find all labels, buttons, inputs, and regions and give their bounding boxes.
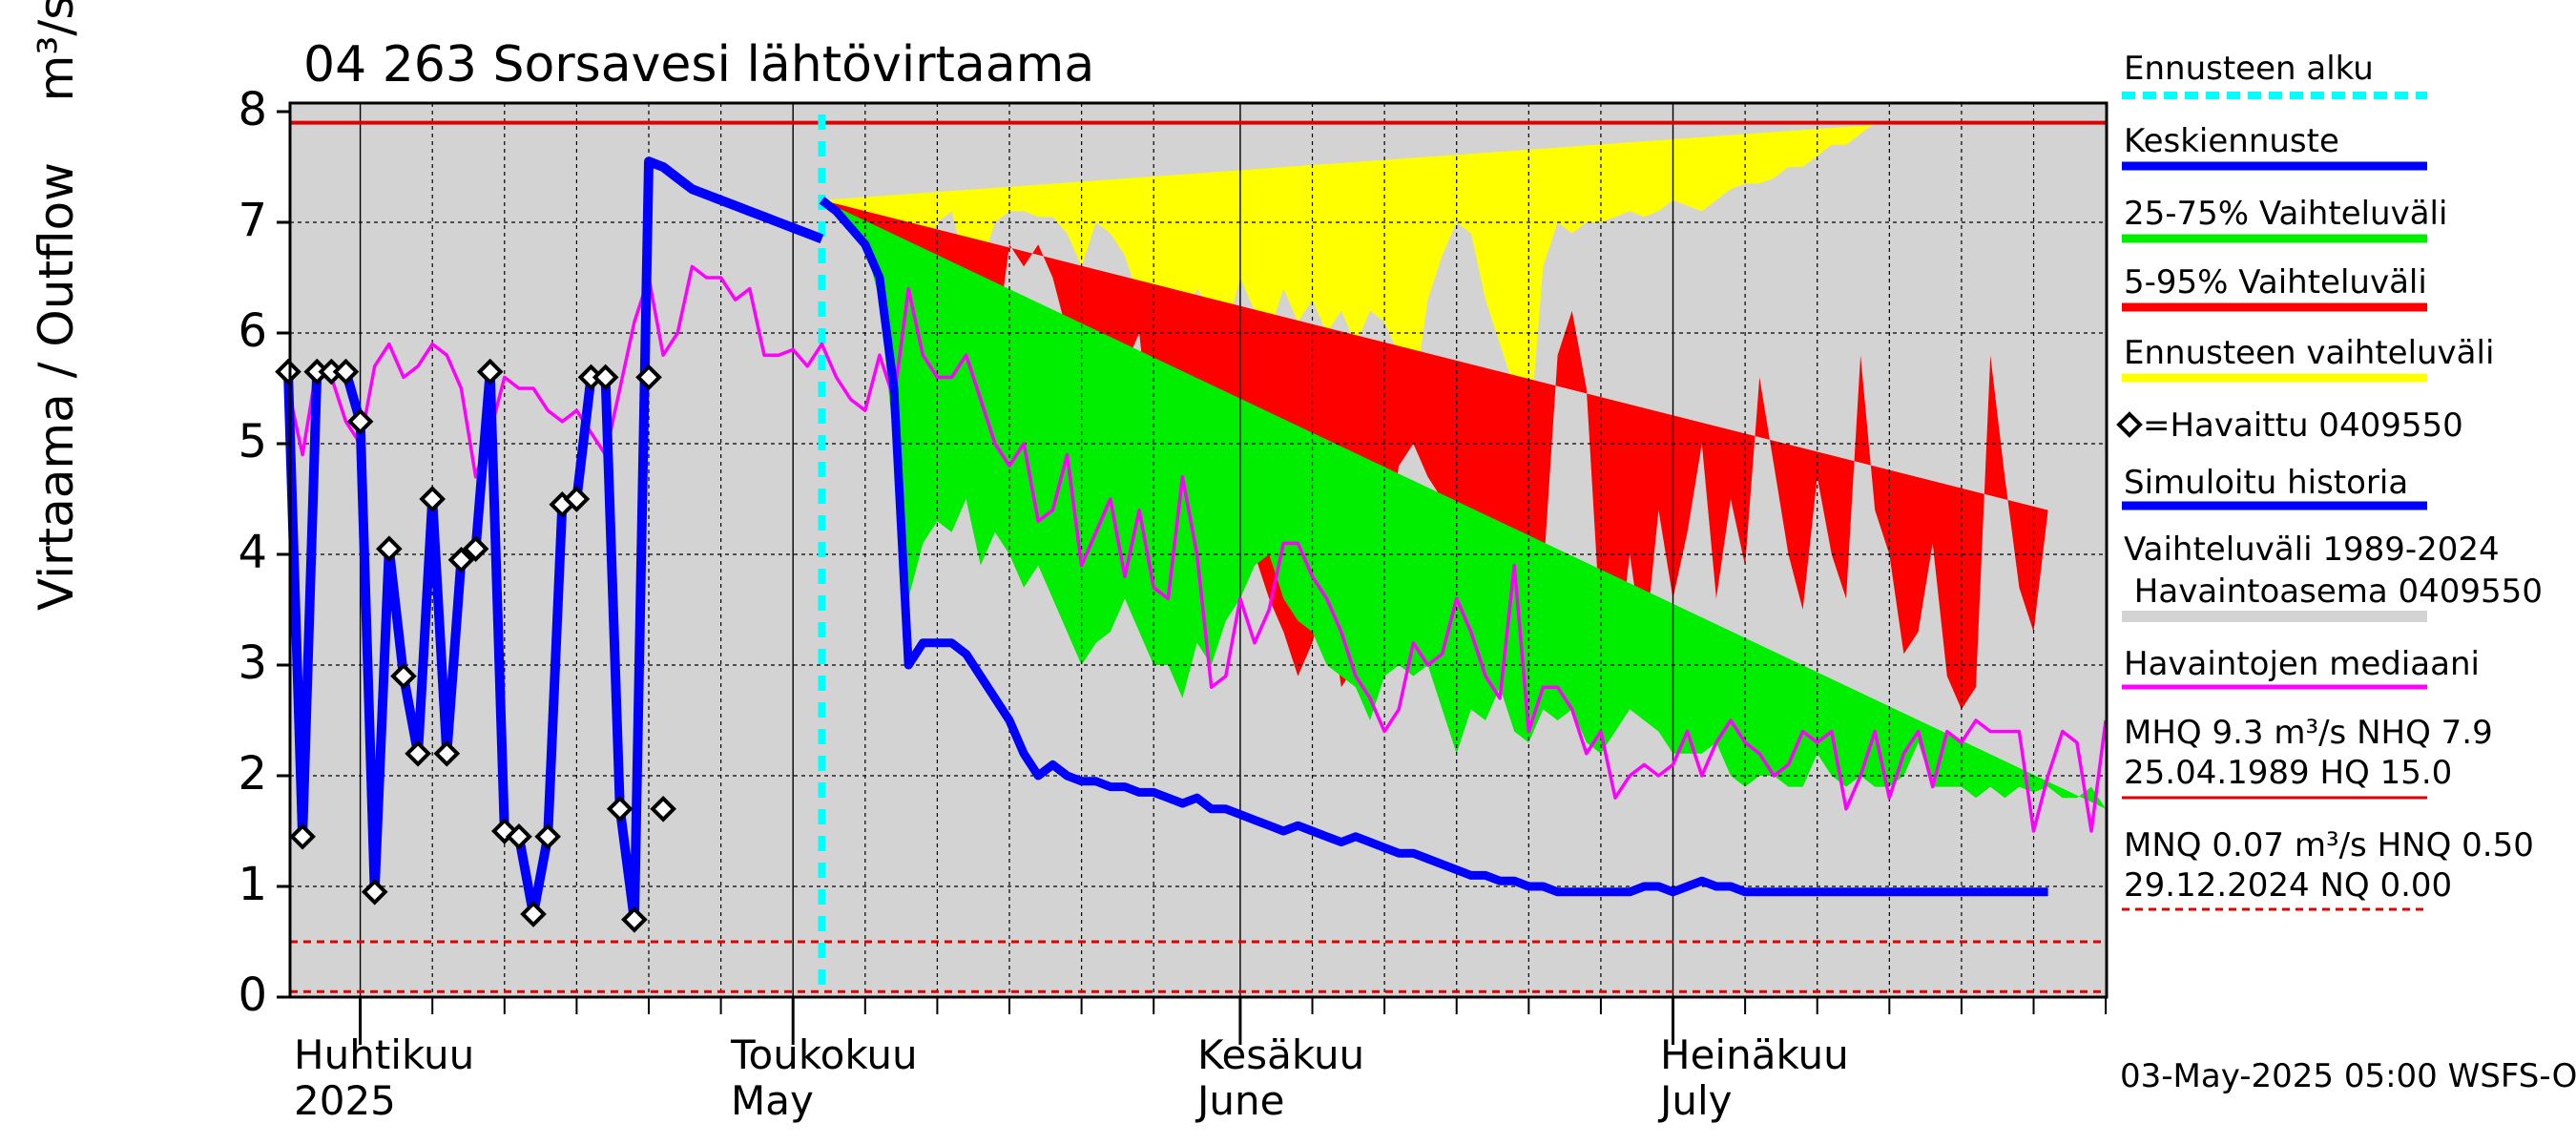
- legend-swatch-observed: [2116, 411, 2143, 438]
- observed-point: [275, 358, 301, 385]
- observed-point: [563, 486, 591, 512]
- observed-point: [289, 822, 316, 850]
- observed-point: [592, 364, 619, 391]
- y-tick-label: 5: [238, 415, 267, 468]
- legend-simulated: Simuloitu historia: [2124, 464, 2409, 502]
- band-25-75: [821, 199, 2107, 809]
- simulated-history-line: [283, 156, 824, 925]
- observed-point: [390, 662, 417, 690]
- month-label-april: Huhtikuu 2025: [294, 1031, 475, 1124]
- y-tick-label: 3: [238, 636, 267, 690]
- y-tick-label: 2: [238, 747, 267, 801]
- chart-title: 04 263 Sorsavesi lähtövirtaama: [303, 36, 1095, 94]
- observed-point: [506, 822, 532, 850]
- legend-forecast-range: Ennusteen vaihteluväli: [2124, 334, 2495, 372]
- legend-mnq-2: 29.12.2024 NQ 0.00: [2124, 866, 2453, 905]
- legend-median: Havaintojen mediaani: [2124, 645, 2480, 683]
- observed-point: [606, 795, 634, 822]
- y-tick-label: 6: [238, 304, 267, 358]
- legend-forecast-start: Ennusteen alku: [2124, 50, 2374, 88]
- observed-point: [462, 535, 489, 563]
- month-label-june: Kesäkuu June: [1197, 1031, 1365, 1124]
- observed-point: [332, 358, 360, 385]
- median-line: [286, 264, 2108, 833]
- observed-point: [376, 535, 403, 563]
- legend-mhq-2: 25.04.1989 HQ 15.0: [2124, 754, 2453, 792]
- y-axis-label-unit: m³/s: [29, 0, 84, 102]
- observed-point: [346, 407, 374, 435]
- y-tick-label: 7: [238, 194, 267, 247]
- legend-hist-range-1: Vaihteluväli 1989-2024: [2124, 531, 2500, 569]
- observed-point: [534, 822, 561, 850]
- observed-point: [447, 546, 475, 573]
- observed-point: [520, 901, 547, 927]
- y-tick-label: 8: [238, 83, 267, 136]
- observed-point: [361, 878, 388, 906]
- legend-range-25-75: 25-75% Vaihteluväli: [2124, 195, 2448, 233]
- footer-timestamp: 03-May-2025 05:00 WSFS-O: [2120, 1057, 2576, 1095]
- plot-frame: [288, 101, 2109, 999]
- legend-mhq-1: MHQ 9.3 m³/s NHQ 7.9: [2124, 714, 2493, 752]
- month-label-may: Toukokuu May: [731, 1031, 918, 1124]
- y-axis-label-main: Virtaama / Outflow: [29, 161, 84, 611]
- observed-point: [650, 795, 676, 822]
- forecast-range-band: [821, 122, 1904, 444]
- y-axis-label: Virtaama / Outflow m³/s: [29, 0, 84, 611]
- legend-mnq-1: MNQ 0.07 m³/s HNQ 0.50: [2124, 826, 2534, 864]
- observed-point: [621, 906, 648, 933]
- legend-range-5-95: 5-95% Vaihteluväli: [2124, 263, 2427, 302]
- legend-hist-range-2: Havaintoasema 0409550: [2124, 572, 2543, 611]
- observed-point: [635, 364, 662, 391]
- observed-point: [433, 739, 461, 767]
- legend-observed: =Havaittu 0409550: [2143, 406, 2463, 445]
- y-tick-label: 4: [238, 526, 267, 579]
- y-tick-label: 1: [238, 858, 267, 911]
- observed-point: [476, 358, 504, 385]
- legend-mean-forecast: Keskiennuste: [2124, 122, 2339, 160]
- band-5-95: [821, 199, 2048, 710]
- observed-point: [405, 739, 431, 767]
- month-label-july: Heinäkuu July: [1660, 1031, 1849, 1124]
- y-tick-label: 0: [238, 968, 267, 1022]
- mean-forecast-line: [819, 197, 2048, 897]
- observed-point: [419, 486, 447, 512]
